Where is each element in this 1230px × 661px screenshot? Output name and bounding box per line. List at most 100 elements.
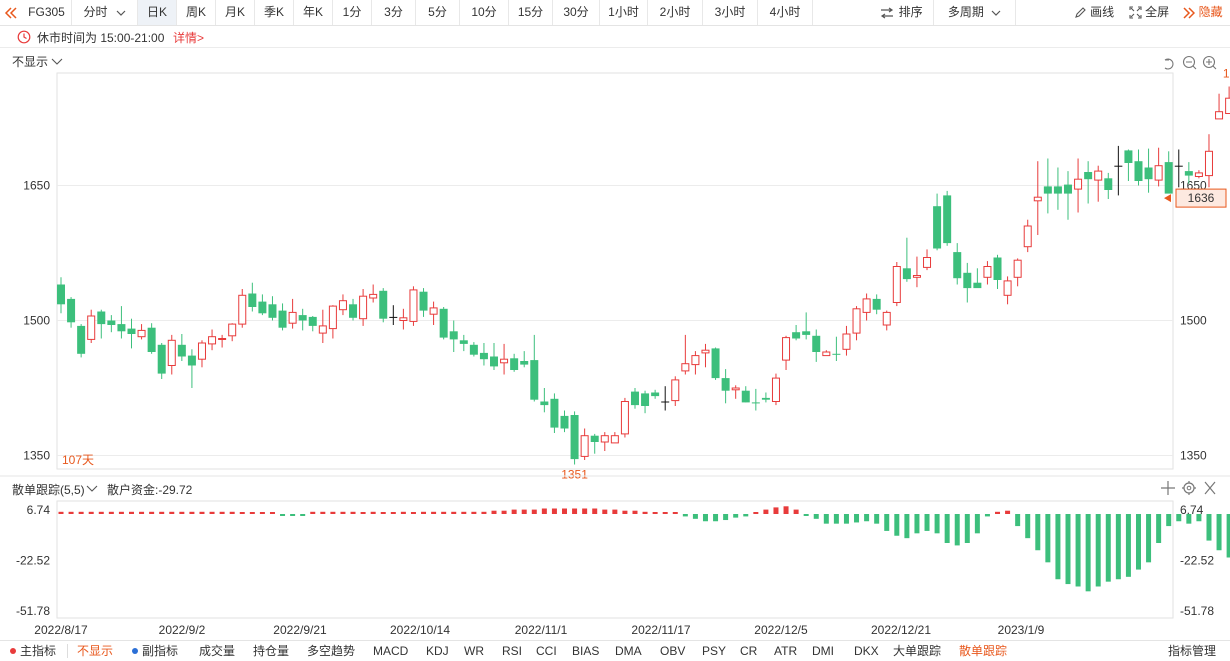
period-tab-4[interactable]: 季K [255,0,294,25]
indicator-item-8[interactable]: WR [464,644,484,658]
indicator-item-16[interactable]: ATR [774,644,798,658]
period-tab-14[interactable]: 3小时 [703,0,758,25]
zoom-in-icon[interactable] [1202,55,1217,70]
candle [127,318,136,349]
indicator-item-3[interactable]: 成交量 [199,644,236,658]
candle-body [87,315,96,340]
indicator-item-6[interactable]: MACD [373,644,409,658]
back-icon[interactable] [0,0,22,25]
candle-body [530,360,539,400]
sub-bar [1075,514,1081,587]
candle-body [278,310,287,328]
sub-y-tick-right: -51.78 [1180,604,1214,618]
sub-y-axis-labels: 6.74 6.74 -22.52 -22.52 -51.78 -51.78 [16,503,1214,618]
double-chevron-right-icon [1183,7,1196,19]
indicator-dot-icon [10,648,16,654]
candle-body [167,339,176,366]
period-tab-15[interactable]: 4小时 [758,0,813,25]
sort-button[interactable]: 排序 [869,0,934,25]
indicator-item-14[interactable]: PSY [702,644,727,658]
indicator-item-9[interactable]: RSI [502,644,523,658]
candle [993,254,1002,289]
candle-body [731,387,740,391]
candle-body [1114,165,1123,167]
y-tick-right: 1350 [1180,449,1207,463]
indicator-item-11[interactable]: BIAS [572,644,600,658]
draw-line-label: 画线 [1090,5,1115,19]
gear-icon[interactable] [1182,481,1196,495]
chevron-down-icon[interactable] [51,58,63,65]
sub-bar [793,509,799,514]
fullscreen-button[interactable]: 全屏 [1122,0,1176,25]
period-tab-10[interactable]: 15分 [509,0,553,25]
candle [409,286,418,326]
candle-body [923,257,932,268]
candle-body [802,331,811,335]
indicator-select[interactable]: 不显示 [12,55,48,69]
indicator-item-12[interactable]: DMA [615,644,642,658]
candle-body [369,293,378,299]
period-tab-9[interactable]: 10分 [460,0,509,25]
period-tab-6[interactable]: 1分 [333,0,372,25]
period-tab-13[interactable]: 2小时 [648,0,703,25]
indicator-item-2[interactable]: 副指标 [142,644,179,658]
candle [187,349,196,388]
period-tab-3[interactable]: 月K [216,0,255,25]
indicator-item-15[interactable]: CR [740,644,758,658]
period-tab-7[interactable]: 3分 [372,0,416,25]
indicator-item-0[interactable]: 主指标 [20,644,57,658]
chevron-down-icon[interactable] [108,5,126,19]
indicator-item-18[interactable]: DKX [854,644,879,658]
candle-body [782,337,791,361]
indicator-item-17[interactable]: DMI [812,644,834,658]
sort-label: 排序 [898,5,923,19]
close-icon[interactable] [1204,481,1216,495]
period-tab-8[interactable]: 5分 [416,0,460,25]
indicator-item-7[interactable]: KDJ [426,644,449,658]
draw-line-button[interactable]: 画线 [1066,0,1122,25]
period-tab-11[interactable]: 30分 [553,0,600,25]
indicator-item-19[interactable]: 大单跟踪 [893,644,942,658]
period-tab-0[interactable]: 分时 [72,0,138,25]
period-tab-5[interactable]: 年K [294,0,333,25]
candle [1204,134,1213,188]
undo-icon[interactable] [1164,58,1174,70]
candle [882,310,891,331]
candle [167,334,176,375]
candle [630,388,639,409]
candle [449,320,458,352]
sub-bar [1216,514,1222,551]
indicator-item-20[interactable]: 散单跟踪 [959,644,1008,658]
sub-indicator-name[interactable]: 散单跟踪(5,5) [12,482,85,497]
indicator-item-1[interactable]: 不显示 [77,644,114,658]
x-tick-label: 2023/1/9 [998,623,1045,637]
chevron-down-icon[interactable] [86,485,98,492]
sub-bar [743,514,749,517]
indicator-item-13[interactable]: OBV [660,644,686,658]
period-tab-2[interactable]: 周K [177,0,216,25]
period-tab-12[interactable]: 1小时 [600,0,648,25]
hide-button[interactable]: 隐藏 [1176,0,1230,25]
details-link[interactable]: 详情> [173,31,205,45]
sub-bar [310,511,316,514]
sub-bar [471,511,477,514]
sub-bar [642,511,648,514]
candle [328,305,337,339]
sub-bar [1005,510,1011,514]
sub-bar [380,512,386,514]
candle-body [510,358,519,370]
candle-body [1144,167,1153,180]
sub-bar [400,511,406,514]
zoom-out-icon[interactable] [1182,55,1197,70]
multi-period-button[interactable]: 多周期 [934,0,1016,25]
period-tab-1[interactable]: 日K [138,0,177,25]
indicator-manage-button[interactable]: 指标管理 [1168,644,1217,658]
market-info-bar: 休市时间为 15:00-21:00 详情> [0,26,1230,48]
indicator-item-4[interactable]: 持仓量 [253,644,290,658]
candle-body [177,344,186,357]
add-indicator-icon[interactable] [1161,481,1175,495]
indicator-item-5[interactable]: 多空趋势 [307,644,356,658]
indicator-item-10[interactable]: CCI [536,644,557,658]
candle-body [238,294,247,325]
